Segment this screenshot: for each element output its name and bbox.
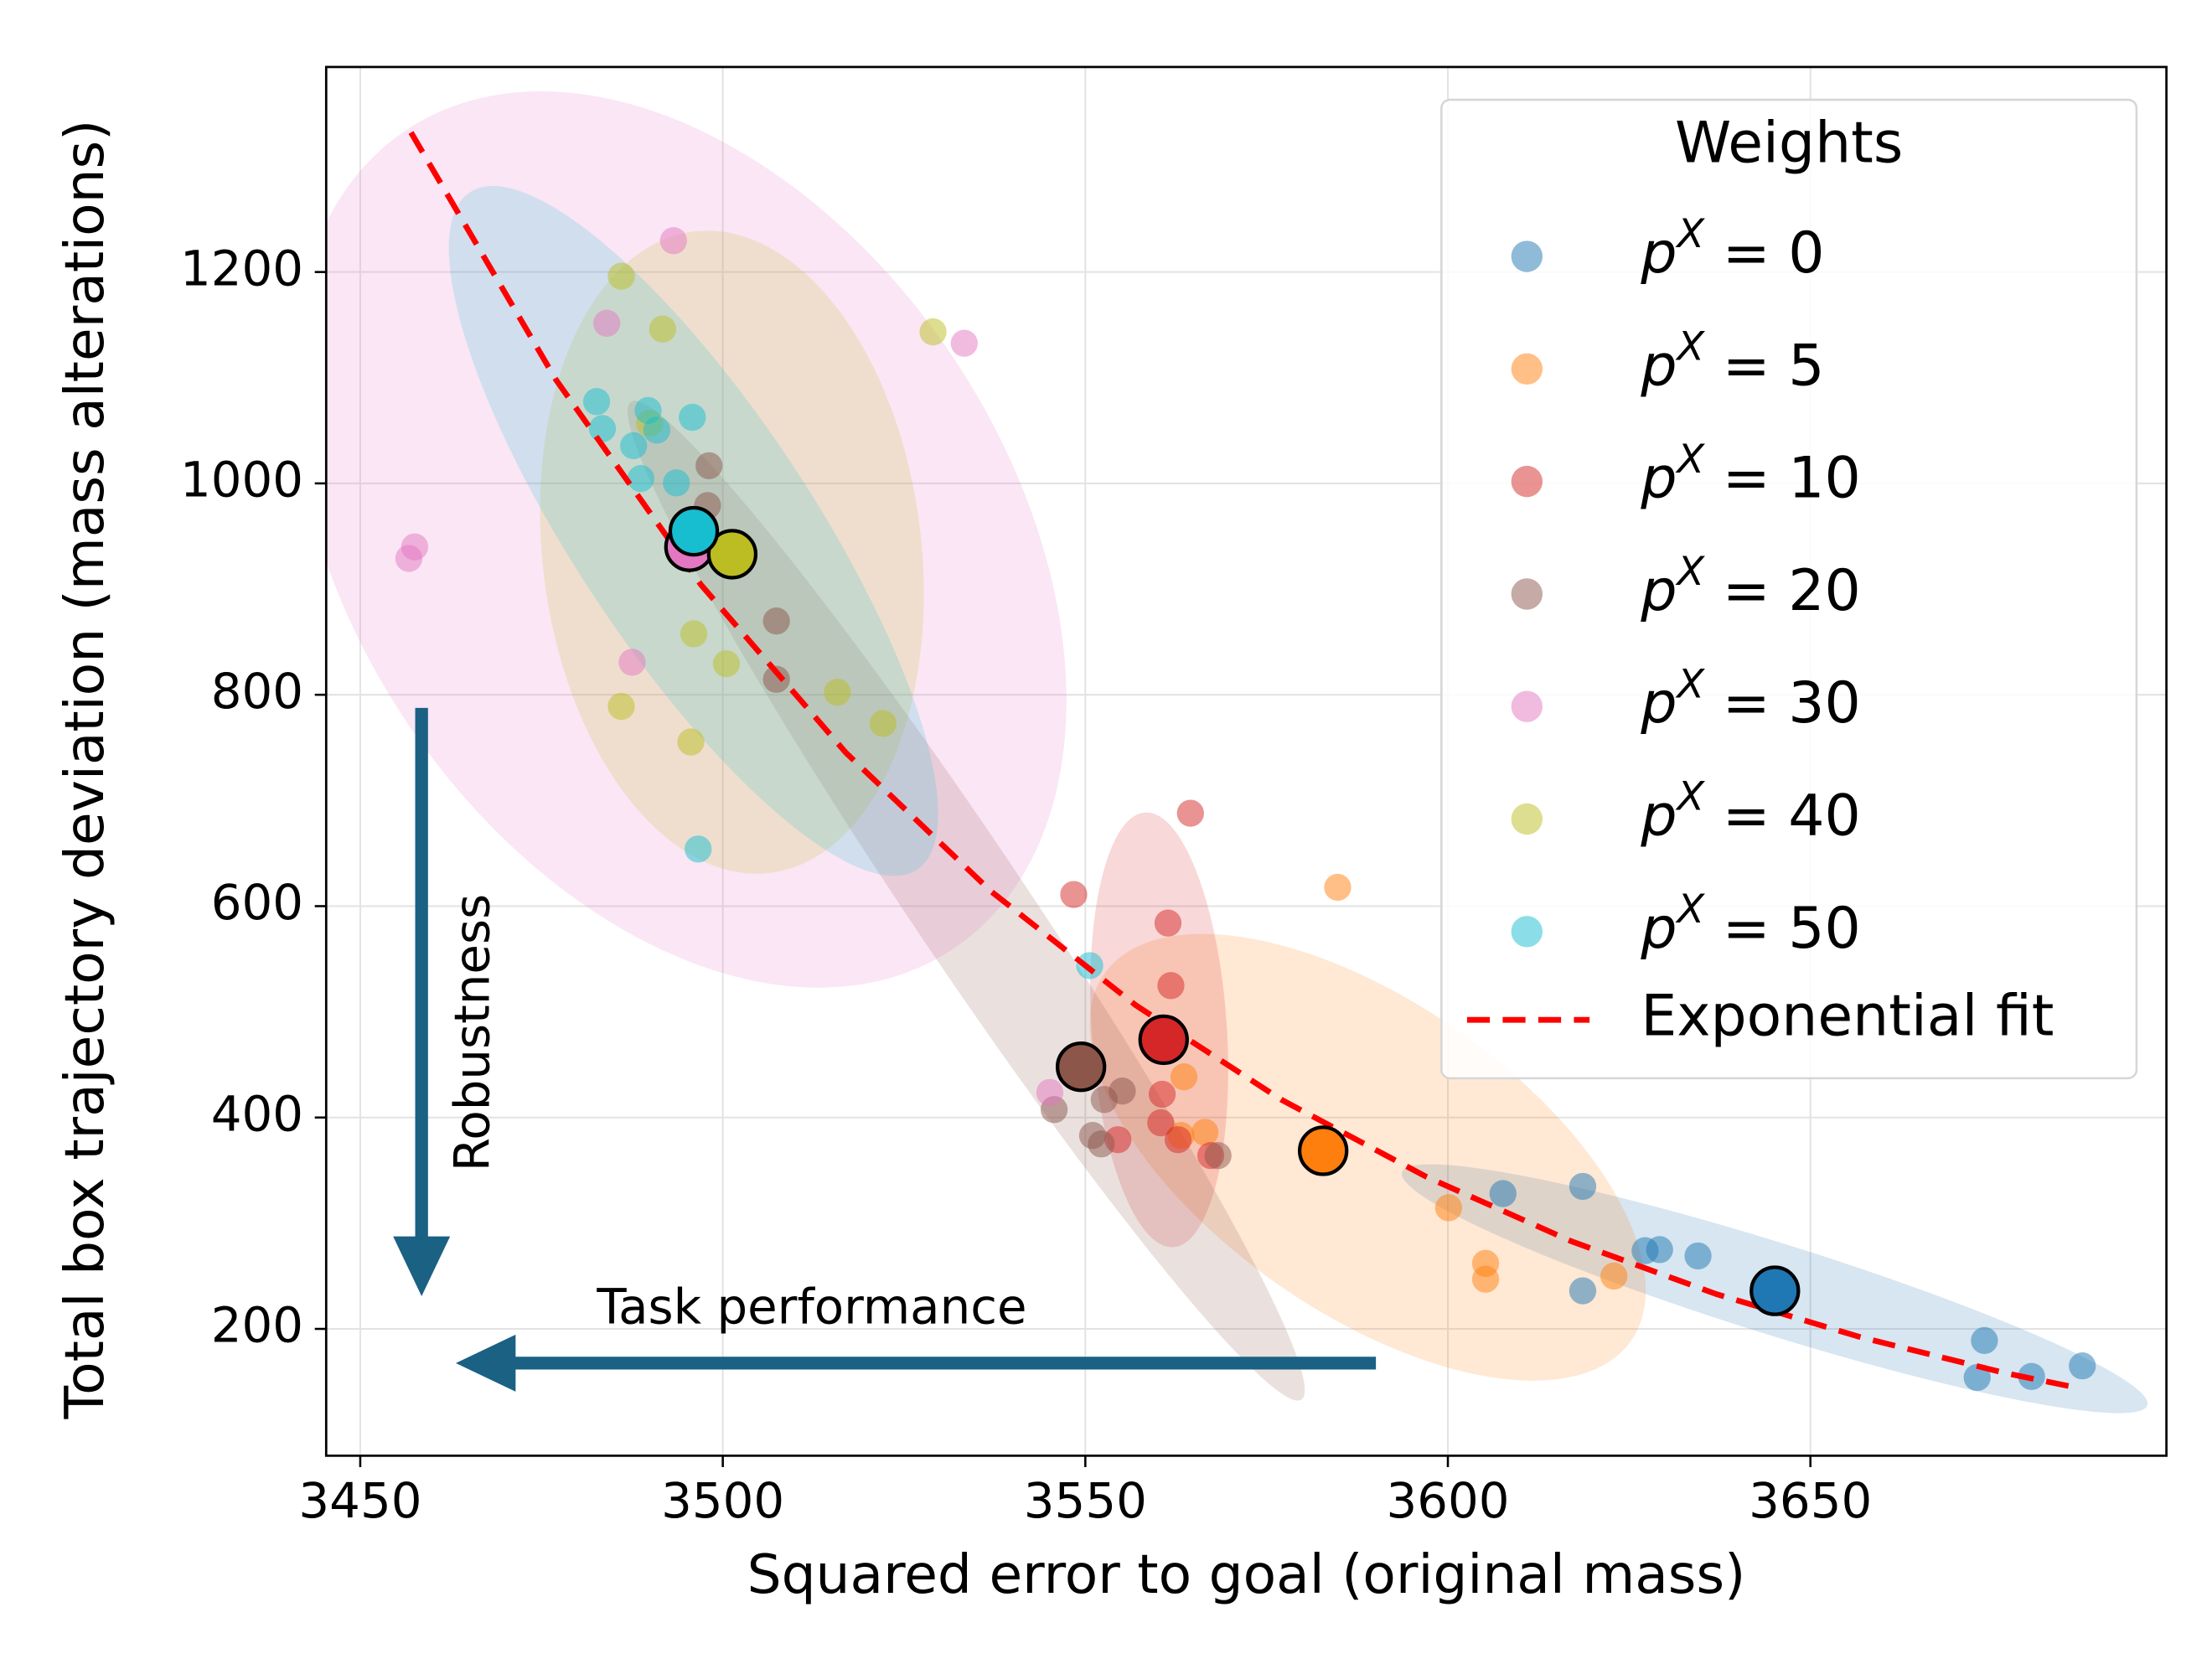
scatter-point [1060,881,1088,908]
mean-point [668,505,720,557]
legend-marker [1511,240,1543,272]
scatter-point [395,545,423,572]
confidence-ellipse [628,401,1305,1401]
scatter-point [1157,972,1185,1000]
scatter-point [607,262,635,290]
scatter-point [1434,1194,1463,1222]
scatter-point [685,835,712,863]
y-tick-label: 1200 [180,240,303,297]
x-tick-label: 3600 [1386,1472,1509,1529]
legend-marker [1511,690,1543,722]
scatter-point [919,318,947,346]
scatter-point [824,679,851,706]
scatter-point [1191,1119,1219,1146]
scatter-point [1088,1130,1115,1158]
scatter-point [1971,1326,1998,1355]
scatter-point [1176,799,1204,827]
scatter-point [680,620,708,648]
plot-frame [324,65,2168,1457]
legend-title: Weights [1675,111,1903,177]
scatter-point [643,416,671,444]
legend-label: pX = 30 [1640,661,1860,736]
legend-label: pX = 20 [1640,549,1860,623]
y-tick-label: 1000 [180,452,303,509]
mean-point [1749,1265,1801,1316]
scatter-point [620,432,648,460]
fit-line [408,131,2080,1391]
scatter-point [2069,1352,2096,1380]
scatter-point [950,329,978,357]
x-tick-label: 3500 [661,1472,784,1529]
legend-label: pX = 40 [1640,774,1860,849]
scatter-point [618,649,646,676]
y-tick-label: 600 [211,874,303,931]
arrow-head [393,1236,451,1296]
scatter-point [1147,1109,1175,1137]
mean-point [1297,1125,1349,1176]
y-tick-label: 400 [211,1085,303,1142]
legend-label: pX = 5 [1640,324,1824,399]
plot-area [326,90,2148,1414]
scatter-point [677,728,705,756]
scatter-point [1569,1172,1597,1201]
scatter-point [593,309,621,337]
y-tick-label: 800 [211,663,303,720]
scatter-point [712,649,741,678]
legend-label: pX = 0 [1640,211,1824,286]
legend-label: pX = 50 [1640,886,1860,961]
legend-marker [1511,578,1543,610]
mean-point [1138,1014,1189,1066]
scatter-point [1154,909,1182,937]
scatter-point [1963,1363,1991,1392]
annotation: Task performance [596,1279,1026,1336]
x-tick-label: 3550 [1024,1472,1147,1529]
mean-point [706,529,758,580]
scatter-point [1148,1080,1176,1109]
legend-marker [1511,916,1543,948]
scatter-point [1170,1063,1198,1091]
scatter-point [663,469,690,497]
scatter-point [588,415,617,442]
scatter-point [1489,1180,1517,1207]
legend-marker [1511,353,1543,385]
confidence-ellipse [1089,933,1646,1381]
scatter-point [1164,1126,1192,1154]
x-tick-label: 3650 [1749,1472,1872,1529]
scatter-point [1569,1277,1597,1305]
x-axis-label: Squared error to goal (original mass) [747,1543,1746,1606]
legend-box [1440,98,2138,1080]
y-axis-label: Total box trajectory deviation (mass alt… [54,120,116,1420]
scatter-point [762,665,790,693]
scatter-point [1109,1078,1136,1105]
legend-label: Exponential fit [1641,984,2054,1050]
scatter-point [1204,1141,1232,1170]
arrow-head [455,1334,516,1392]
annotation: Robustness [443,894,500,1171]
scatter-point [869,710,897,737]
y-tick-label: 200 [211,1297,303,1354]
x-tick-label: 3450 [298,1472,421,1529]
scatter-point [659,227,687,255]
scatter-point [1600,1262,1628,1290]
scatter-point [1471,1265,1500,1293]
scatter-point [582,388,611,416]
mean-point [1055,1041,1107,1093]
scatter-point [627,464,655,493]
scatter-point [1646,1236,1673,1264]
scatter-point [1684,1242,1712,1270]
legend-label: pX = 10 [1640,437,1860,511]
scatter-point [695,452,723,480]
scatter-point [1036,1078,1064,1106]
legend-marker [1511,803,1543,835]
scatter-point [649,315,676,343]
legend-marker [1511,465,1543,498]
scatter-point [1324,873,1351,902]
scatter-point [679,403,706,432]
scatter-point [762,607,790,635]
scatter-point [607,692,635,721]
